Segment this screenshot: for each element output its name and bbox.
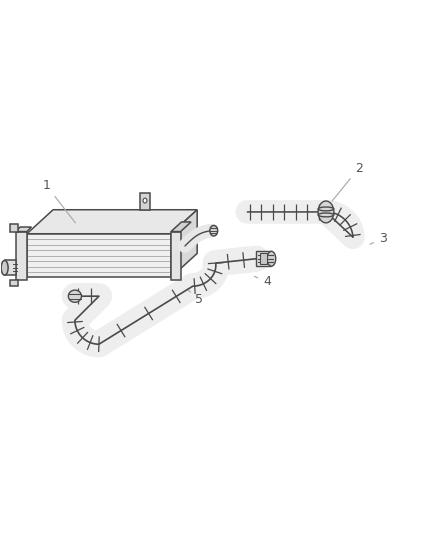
Ellipse shape [143, 198, 147, 203]
Polygon shape [15, 231, 27, 280]
Text: 5: 5 [188, 290, 203, 306]
Text: 4: 4 [254, 275, 271, 288]
Text: 3: 3 [370, 232, 387, 245]
Polygon shape [15, 227, 32, 231]
Text: 2: 2 [332, 161, 363, 201]
Polygon shape [171, 222, 191, 231]
Polygon shape [11, 224, 18, 231]
Polygon shape [256, 251, 272, 266]
Polygon shape [171, 231, 180, 280]
Ellipse shape [318, 201, 334, 223]
Polygon shape [171, 210, 197, 277]
Polygon shape [27, 234, 171, 277]
Polygon shape [5, 261, 15, 275]
Polygon shape [140, 193, 150, 210]
Ellipse shape [68, 290, 81, 302]
Ellipse shape [1, 261, 8, 275]
Ellipse shape [267, 251, 276, 266]
Polygon shape [27, 210, 197, 234]
Polygon shape [11, 280, 18, 286]
Ellipse shape [210, 225, 218, 236]
Polygon shape [261, 254, 267, 264]
Text: 1: 1 [42, 179, 75, 223]
